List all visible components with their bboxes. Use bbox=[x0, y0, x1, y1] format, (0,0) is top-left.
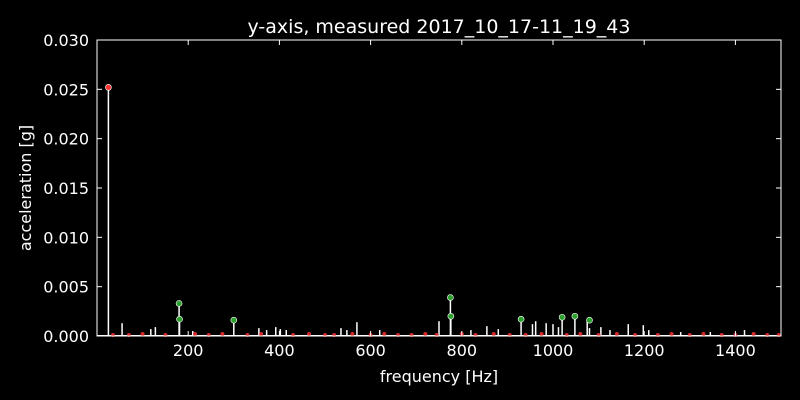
top-peak-marker bbox=[105, 84, 112, 91]
baseline-marker bbox=[539, 332, 544, 337]
plot-frame bbox=[96, 39, 782, 337]
x-tick-label: 1000 bbox=[533, 341, 574, 360]
baseline-marker bbox=[751, 332, 756, 337]
y-tick-label: 0.000 bbox=[43, 327, 89, 346]
x-tick-label: 200 bbox=[173, 341, 204, 360]
plot-marks bbox=[97, 84, 781, 338]
baseline-marker bbox=[614, 332, 619, 337]
baseline-marker bbox=[350, 332, 355, 337]
y-tick-label: 0.010 bbox=[43, 228, 89, 247]
x-tick-label: 600 bbox=[355, 341, 386, 360]
y-tick-label: 0.025 bbox=[43, 80, 89, 99]
y-tick-label: 0.020 bbox=[43, 130, 89, 149]
baseline-marker bbox=[382, 332, 387, 337]
y-axis-label: acceleration [g] bbox=[16, 125, 35, 251]
peak-marker bbox=[447, 294, 454, 301]
peak-marker bbox=[586, 316, 593, 324]
baseline-marker bbox=[220, 332, 225, 337]
baseline-marker bbox=[423, 332, 428, 337]
baseline-marker bbox=[140, 332, 145, 337]
y-tick-label: 0.030 bbox=[43, 31, 89, 50]
baseline-marker bbox=[259, 332, 264, 337]
x-tick-label: 400 bbox=[264, 341, 295, 360]
peak-marker bbox=[230, 316, 238, 324]
peak-marker bbox=[571, 312, 579, 320]
baseline-marker bbox=[578, 332, 583, 337]
peak-marker bbox=[558, 313, 566, 321]
peak-marker bbox=[175, 300, 183, 307]
baseline-marker bbox=[669, 332, 674, 337]
peak-marker bbox=[176, 315, 183, 323]
y-tick-label: 0.005 bbox=[43, 278, 89, 297]
axis-ticks: 200 400 600 800 1000 1200 1400 0.000 0.005 0.010 0… bbox=[43, 31, 781, 360]
x-tick-label: 1200 bbox=[624, 341, 665, 360]
baseline-marker bbox=[193, 332, 198, 337]
baseline-marker bbox=[701, 332, 706, 337]
chart-title: y-axis, measured 2017_10_17-11_19_43 bbox=[248, 16, 631, 38]
baseline-marker bbox=[307, 332, 312, 337]
x-tick-label: 800 bbox=[447, 341, 478, 360]
peak-marker bbox=[517, 315, 525, 323]
x-axis-label: frequency [Hz] bbox=[380, 367, 498, 386]
x-tick-label: 1400 bbox=[715, 341, 756, 360]
y-tick-label: 0.015 bbox=[43, 179, 89, 198]
baseline-marker bbox=[491, 332, 496, 337]
peak-marker bbox=[447, 312, 455, 320]
